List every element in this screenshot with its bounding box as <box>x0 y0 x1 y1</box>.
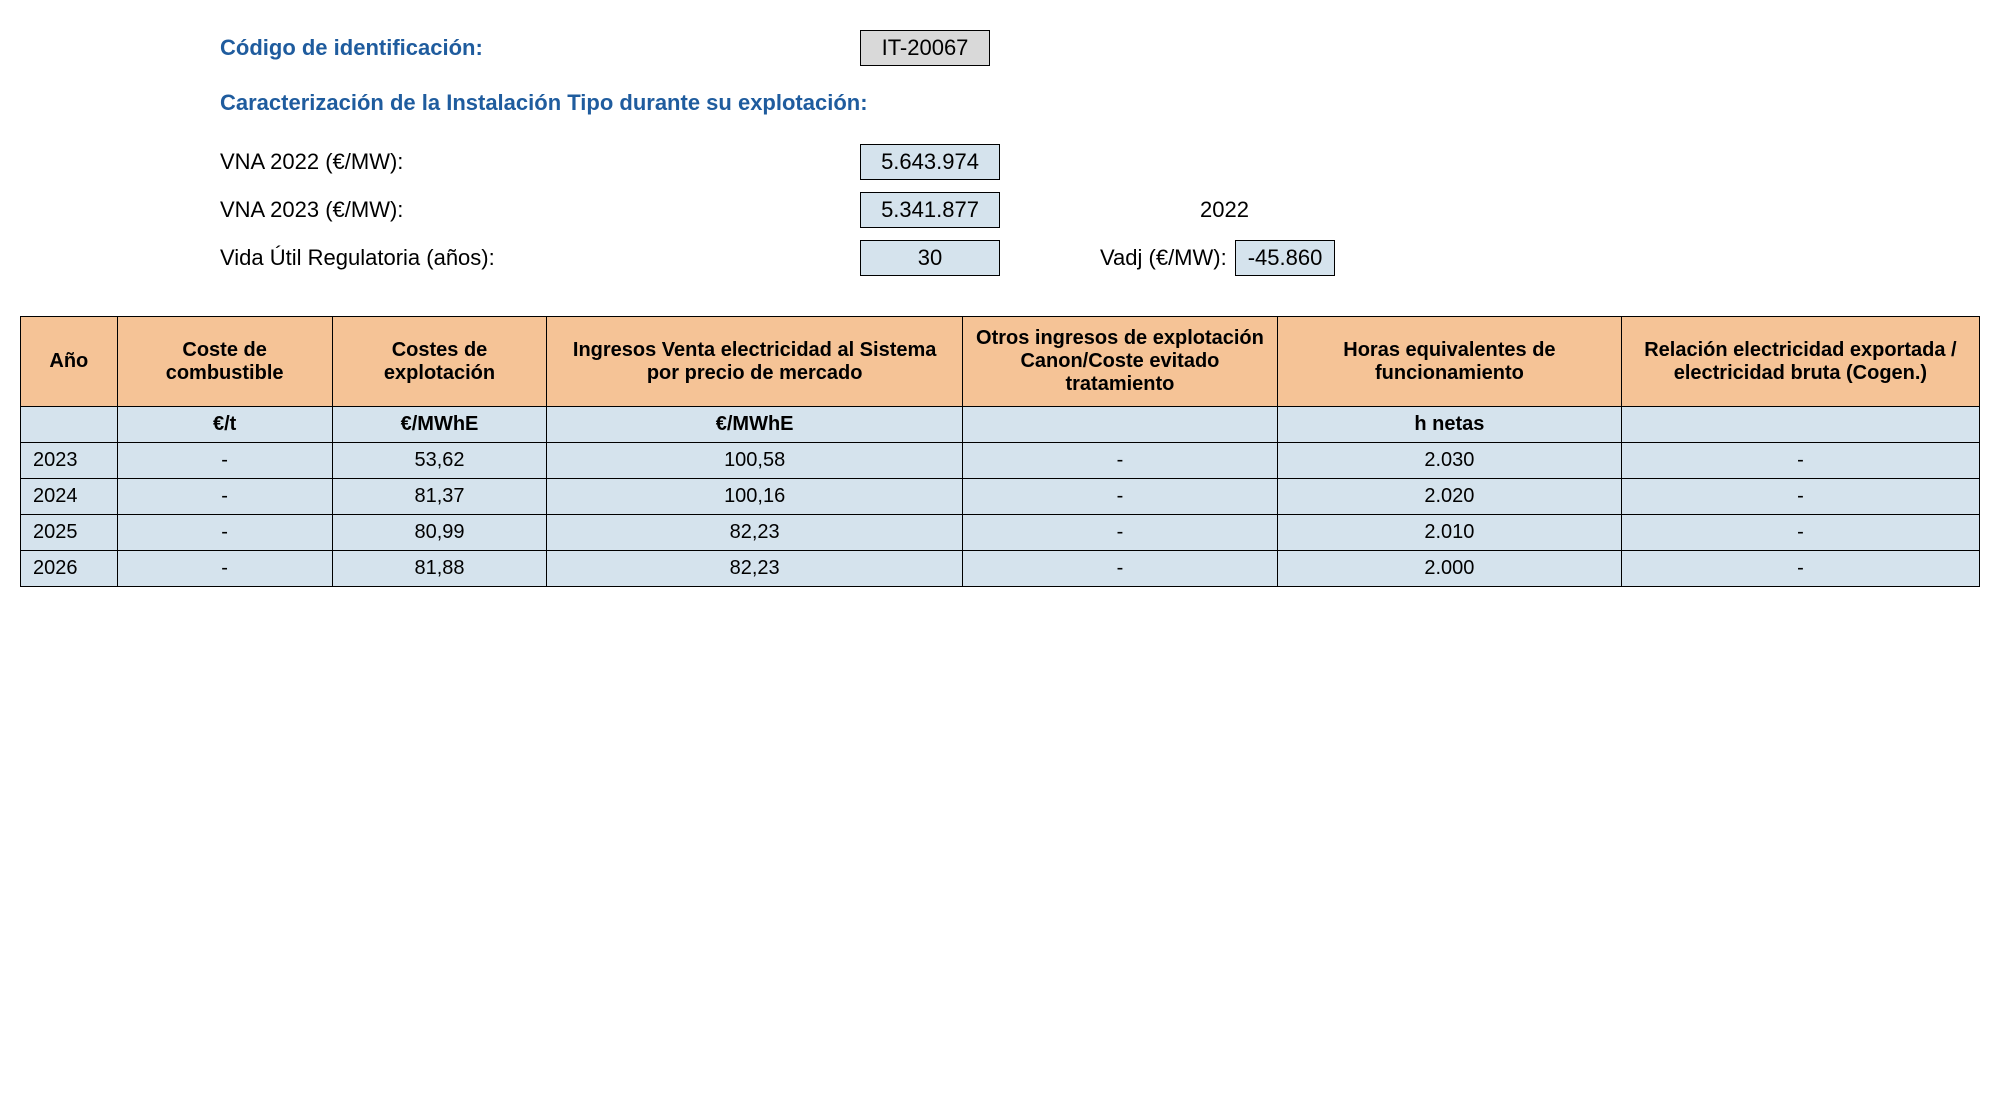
vadj-label: Vadj (€/MW): <box>1100 245 1227 271</box>
unit-cell: €/MWhE <box>332 407 547 443</box>
unit-cell <box>1621 407 1979 443</box>
cell: 82,23 <box>547 551 962 587</box>
col-year: Año <box>21 317 118 407</box>
vida-label: Vida Útil Regulatoria (años): <box>220 245 860 271</box>
header-section: Código de identificación: IT-20067 Carac… <box>220 30 1980 276</box>
cell: - <box>962 479 1277 515</box>
unit-cell <box>962 407 1277 443</box>
cell: - <box>117 479 332 515</box>
id-label: Código de identificación: <box>220 35 860 61</box>
cell: 2.000 <box>1278 551 1622 587</box>
col-other: Otros ingresos de explotación Canon/Cost… <box>962 317 1277 407</box>
cell: - <box>1621 479 1979 515</box>
cell: - <box>962 551 1277 587</box>
vna-2023-value: 5.341.877 <box>860 192 1000 228</box>
col-exploit: Costes de explotación <box>332 317 547 407</box>
cell: 81,88 <box>332 551 547 587</box>
data-table: Año Coste de combustible Costes de explo… <box>20 316 1980 587</box>
cell: - <box>117 551 332 587</box>
cell: 2.010 <box>1278 515 1622 551</box>
cell: - <box>1621 515 1979 551</box>
cell: - <box>1621 443 1979 479</box>
cell: 81,37 <box>332 479 547 515</box>
cell: 82,23 <box>547 515 962 551</box>
vna-2023-row: VNA 2023 (€/MW): 5.341.877 2022 <box>220 192 1980 228</box>
table-body: €/t €/MWhE €/MWhE h netas 2023 - 53,62 1… <box>21 407 1980 587</box>
table-row: 2024 - 81,37 100,16 - 2.020 - <box>21 479 1980 515</box>
col-fuel: Coste de combustible <box>117 317 332 407</box>
cell: - <box>1621 551 1979 587</box>
cell-year: 2024 <box>21 479 118 515</box>
section-title: Caracterización de la Instalación Tipo d… <box>220 90 1980 116</box>
unit-cell: €/t <box>117 407 332 443</box>
vna-2022-label: VNA 2022 (€/MW): <box>220 149 860 175</box>
vida-row: Vida Útil Regulatoria (años): 30 Vadj (€… <box>220 240 1980 276</box>
units-row: €/t €/MWhE €/MWhE h netas <box>21 407 1980 443</box>
vna-2022-row: VNA 2022 (€/MW): 5.643.974 <box>220 144 1980 180</box>
id-row: Código de identificación: IT-20067 <box>220 30 1980 66</box>
cell: 100,16 <box>547 479 962 515</box>
cell: 100,58 <box>547 443 962 479</box>
cell: 80,99 <box>332 515 547 551</box>
vna-2023-label: VNA 2023 (€/MW): <box>220 197 860 223</box>
table-row: 2025 - 80,99 82,23 - 2.010 - <box>21 515 1980 551</box>
table-header: Año Coste de combustible Costes de explo… <box>21 317 1980 407</box>
col-hours: Horas equivalentes de funcionamiento <box>1278 317 1622 407</box>
col-ratio: Relación electricidad exportada / electr… <box>1621 317 1979 407</box>
vadj-group: Vadj (€/MW): -45.860 <box>1100 240 1335 276</box>
cell: - <box>962 515 1277 551</box>
vna-2022-value: 5.643.974 <box>860 144 1000 180</box>
cell: 53,62 <box>332 443 547 479</box>
year-ref: 2022 <box>1200 197 1249 223</box>
unit-cell: h netas <box>1278 407 1622 443</box>
unit-cell <box>21 407 118 443</box>
unit-cell: €/MWhE <box>547 407 962 443</box>
cell-year: 2026 <box>21 551 118 587</box>
vida-value: 30 <box>860 240 1000 276</box>
cell: 2.020 <box>1278 479 1622 515</box>
col-income: Ingresos Venta electricidad al Sistema p… <box>547 317 962 407</box>
id-value: IT-20067 <box>860 30 990 66</box>
cell: - <box>962 443 1277 479</box>
cell-year: 2023 <box>21 443 118 479</box>
cell: 2.030 <box>1278 443 1622 479</box>
cell-year: 2025 <box>21 515 118 551</box>
table-row: 2023 - 53,62 100,58 - 2.030 - <box>21 443 1980 479</box>
cell: - <box>117 443 332 479</box>
table-row: 2026 - 81,88 82,23 - 2.000 - <box>21 551 1980 587</box>
table-header-row: Año Coste de combustible Costes de explo… <box>21 317 1980 407</box>
cell: - <box>117 515 332 551</box>
vadj-value: -45.860 <box>1235 240 1336 276</box>
